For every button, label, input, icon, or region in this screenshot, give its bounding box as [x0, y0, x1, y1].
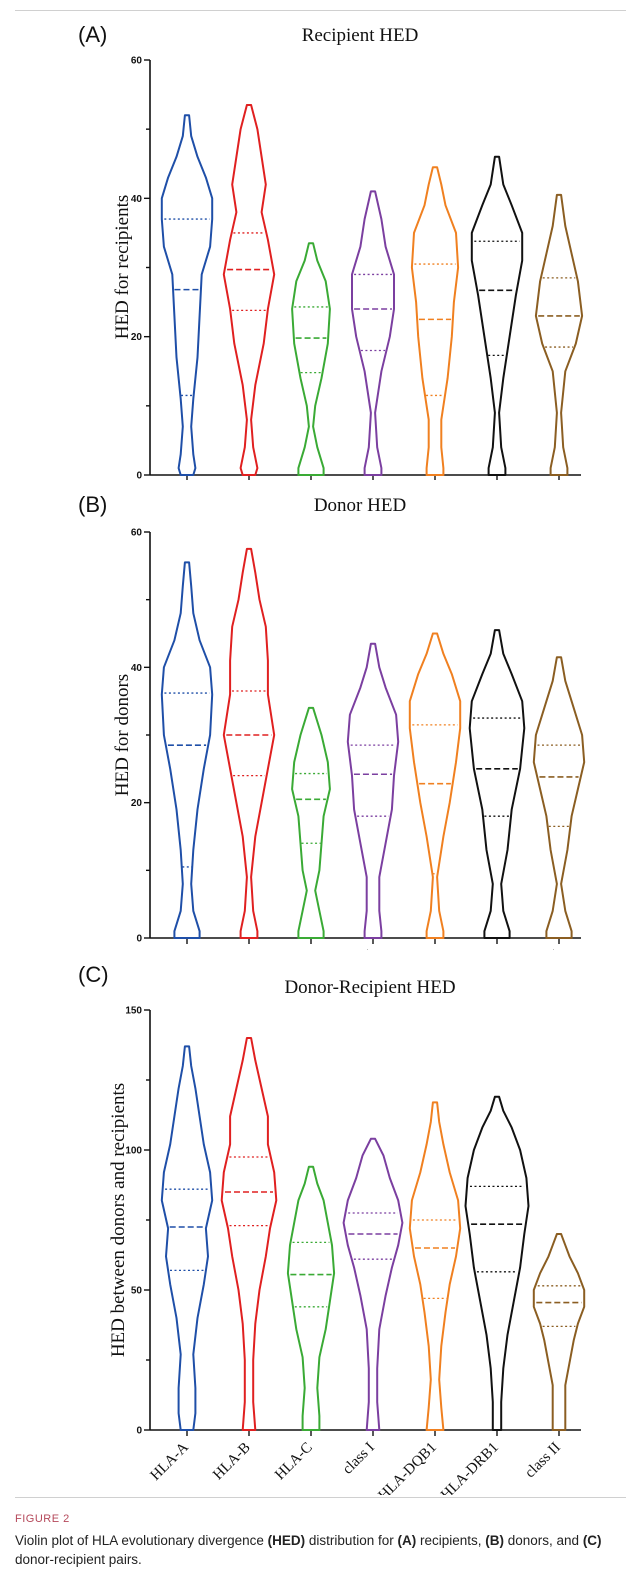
x-category-label: HLA-DQB1 — [375, 1440, 439, 1495]
violin-hla-c — [291, 242, 331, 476]
y-tick-label: 150 — [125, 1006, 142, 1017]
violin-hla-dqb1 — [408, 632, 462, 939]
y-tick-label: 100 — [125, 1146, 142, 1157]
caption-part: recipients, — [416, 1533, 486, 1548]
violin-class-ii — [534, 193, 584, 476]
panel-label: (A) — [78, 22, 107, 47]
y-tick-label: 0 — [136, 934, 142, 945]
caption-text: Violin plot of HLA evolutionary divergen… — [15, 1531, 626, 1569]
violin-hla-b — [222, 547, 276, 939]
x-category-label: HLA-C — [272, 1440, 316, 1484]
violin-hla-c — [286, 1165, 336, 1431]
top-border-line — [15, 10, 626, 11]
violin-hla-b — [220, 1037, 278, 1431]
x-category-label: class I — [340, 1440, 378, 1478]
y-tick-label: 50 — [131, 1286, 143, 1297]
violin-hla-drb1 — [468, 629, 526, 939]
panel-label: (B) — [78, 492, 107, 517]
chart-panel-c: (C) Donor-Recipient HED HED between donors… — [0, 950, 641, 1495]
y-tick-label: 40 — [131, 194, 143, 205]
violin-hla-drb1 — [464, 1095, 530, 1431]
x-category-label: HLA-DRB1 — [438, 1440, 502, 1495]
chart-title: Donor-Recipient HED — [284, 977, 455, 998]
figure-caption: FIGURE 2 Violin plot of HLA evolutionary… — [15, 1513, 626, 1569]
chart-title: Donor HED — [314, 495, 406, 516]
violin-chart-c: (C) Donor-Recipient HED HED between donors… — [78, 962, 586, 1495]
caption-divider — [15, 1497, 626, 1498]
y-axis-label: HED between donors and recipients — [108, 1083, 129, 1357]
caption-part: donors, and — [504, 1533, 583, 1548]
violin-hla-b — [222, 104, 276, 476]
violin-class-ii — [532, 1233, 586, 1431]
violin-hla-drb1 — [470, 155, 524, 476]
caption-bold: (C) — [582, 1533, 602, 1548]
caption-part: distribution for — [305, 1533, 398, 1548]
y-tick-label: 0 — [136, 1426, 142, 1437]
violin-class-ii — [532, 656, 586, 939]
violin-hla-c — [291, 706, 331, 939]
violin-hla-dqb1 — [408, 1101, 462, 1431]
chart-panel-a: (A) Recipient HED HED for recipients 0 20 40 6… — [0, 10, 641, 480]
caption-part: Violin plot of HLA evolutionary divergen… — [15, 1533, 268, 1548]
y-axis-label: HED for donors — [112, 674, 133, 796]
x-category-label: class II — [522, 1440, 564, 1482]
y-tick-label: 60 — [131, 56, 143, 67]
violin-class-i — [351, 190, 395, 476]
y-tick-label: 40 — [131, 663, 143, 674]
y-tick-label: 20 — [131, 332, 143, 343]
x-category-label: HLA-B — [210, 1440, 254, 1484]
violin-chart-a: (A) Recipient HED HED for recipients 0 20 40 6… — [78, 22, 584, 481]
y-tick-label: 60 — [131, 528, 143, 539]
caption-bold: (HED) — [267, 1533, 306, 1548]
y-tick-label: 0 — [136, 471, 142, 481]
caption-part: donor-recipient pairs. — [15, 1552, 142, 1567]
violin-hla-dqb1 — [410, 166, 460, 476]
violin-class-i — [346, 642, 400, 939]
figure-label: FIGURE 2 — [15, 1513, 70, 1525]
y-tick-label: 20 — [131, 798, 143, 809]
panel-label: (C) — [78, 962, 109, 987]
violin-hla-a — [160, 1045, 214, 1431]
caption-bold: (B) — [485, 1533, 504, 1548]
x-category-label: HLA-A — [148, 1439, 192, 1483]
violin-hla-a — [160, 114, 214, 476]
chart-title: Recipient HED — [302, 25, 419, 46]
y-axis-label: HED for recipients — [112, 195, 133, 340]
caption-bold: (A) — [397, 1533, 417, 1548]
violin-hla-a — [160, 561, 214, 939]
violin-class-i — [342, 1137, 404, 1431]
